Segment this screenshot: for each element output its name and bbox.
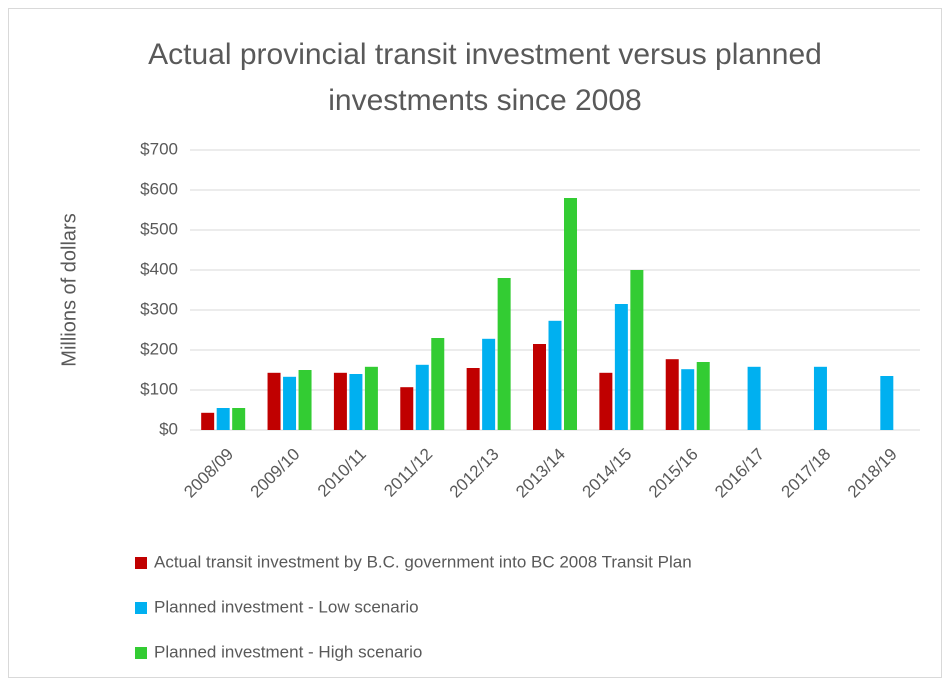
y-tick-label: $300 xyxy=(140,299,178,318)
bar xyxy=(415,364,429,430)
x-tick-label: 2008/09 xyxy=(180,445,237,502)
x-tick-label: 2010/11 xyxy=(314,445,370,501)
y-tick-label: $400 xyxy=(140,259,178,278)
legend-swatch xyxy=(135,557,147,569)
y-tick-label: $600 xyxy=(140,179,178,198)
chart-frame xyxy=(8,8,942,678)
legend-swatch xyxy=(135,602,147,614)
x-tick-label: 2018/19 xyxy=(844,445,901,502)
legend-label: Planned investment - Low scenario xyxy=(154,597,419,616)
bar xyxy=(431,338,445,430)
bar xyxy=(482,338,496,430)
bar xyxy=(681,369,695,430)
y-tick-label: $700 xyxy=(140,139,178,158)
bar xyxy=(548,320,562,430)
bar xyxy=(400,387,414,430)
x-tick-label: 2014/15 xyxy=(578,445,635,502)
x-tick-label: 2016/17 xyxy=(711,445,768,502)
bar xyxy=(232,408,246,430)
bar xyxy=(696,362,710,430)
x-tick-label: 2012/13 xyxy=(446,445,503,502)
bar xyxy=(533,344,546,430)
legend-swatch xyxy=(135,647,147,659)
y-tick-label: $0 xyxy=(159,419,178,438)
x-tick-label: 2009/10 xyxy=(247,445,304,502)
x-tick-label: 2017/18 xyxy=(778,445,835,502)
y-tick-label: $200 xyxy=(140,339,178,358)
bar xyxy=(630,270,644,430)
bar xyxy=(880,376,894,430)
bar xyxy=(599,372,613,430)
bar xyxy=(665,359,679,430)
bar xyxy=(466,368,480,430)
bar xyxy=(201,412,215,430)
legend-label: Actual transit investment by B.C. govern… xyxy=(154,552,692,571)
bar xyxy=(364,366,378,430)
chart-title: Actual provincial transit investment ver… xyxy=(148,38,822,117)
bar xyxy=(216,408,230,430)
bar xyxy=(349,374,363,430)
x-tick-label: 2013/14 xyxy=(512,445,569,502)
y-tick-label: $100 xyxy=(140,379,178,398)
bar xyxy=(267,372,281,430)
bar xyxy=(283,376,297,430)
legend-label: Planned investment - High scenario xyxy=(154,642,422,661)
bar xyxy=(747,366,761,430)
bar xyxy=(497,278,511,430)
bar xyxy=(298,370,312,430)
y-tick-label: $500 xyxy=(140,219,178,238)
x-tick-label: 2011/12 xyxy=(380,445,436,501)
y-axis-label: Millions of dollars xyxy=(58,213,80,366)
x-tick-label: 2015/16 xyxy=(645,445,702,502)
bar xyxy=(333,372,347,430)
bar xyxy=(813,366,827,430)
bar xyxy=(564,198,577,430)
bar xyxy=(614,304,628,430)
